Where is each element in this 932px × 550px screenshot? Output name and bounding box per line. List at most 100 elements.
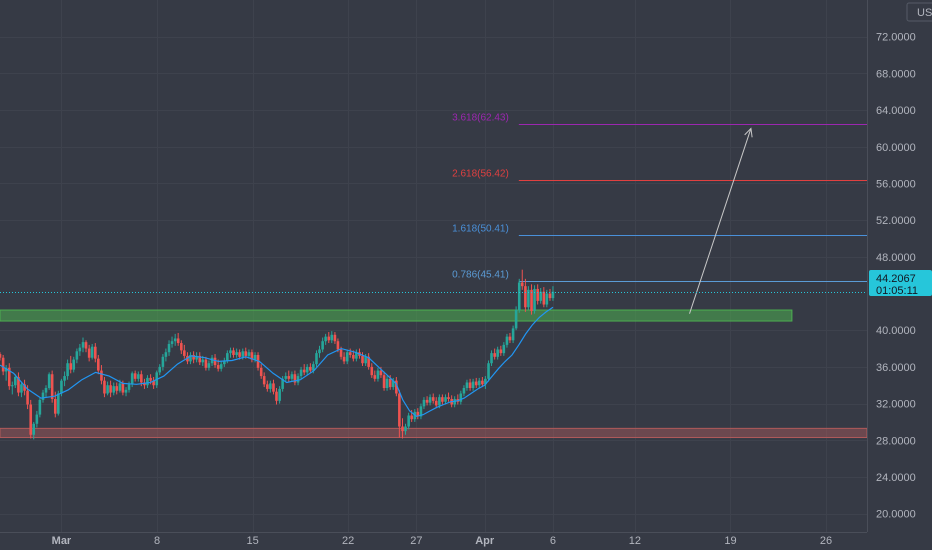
candle [13, 376, 17, 386]
time-axis-tick-label: 26 [820, 535, 832, 547]
candle [146, 377, 149, 386]
candle [318, 349, 321, 354]
candle [514, 310, 518, 329]
price-axis-tick-label: 40.0000 [876, 325, 916, 337]
time-axis-tick-label: 6 [550, 535, 556, 547]
candle [471, 381, 475, 388]
candle [302, 369, 306, 373]
candle [90, 346, 94, 358]
price-axis-tick-label: 48.0000 [876, 252, 916, 264]
candle [434, 400, 438, 406]
candle [167, 343, 171, 353]
candle [47, 374, 51, 388]
candle [299, 369, 303, 377]
candle [118, 383, 122, 391]
candle [361, 355, 364, 364]
candle [388, 378, 392, 388]
candle [290, 374, 294, 379]
candle [348, 352, 352, 355]
candle [539, 291, 542, 301]
candle [410, 415, 413, 420]
candle [493, 353, 496, 357]
candle [100, 370, 103, 381]
moving-average-line [0, 306, 554, 418]
candle [266, 384, 269, 389]
candle [355, 352, 358, 359]
currency-label-box[interactable]: USD [906, 2, 932, 22]
candle [164, 352, 168, 357]
candle [4, 367, 8, 372]
candle [109, 385, 112, 393]
candle [140, 374, 143, 383]
projection-arrow-layer [689, 127, 753, 314]
candle [496, 349, 499, 357]
time-axis-tick-label: 22 [342, 535, 354, 547]
price-axis[interactable]: 20.0000 24.0000 28.0000 32.0000 36.0000 40.00… [876, 32, 916, 521]
moving-average-layer [0, 306, 554, 418]
candle [133, 373, 137, 379]
candle [176, 338, 180, 344]
candle [137, 374, 140, 379]
candle [281, 378, 284, 389]
candle [548, 293, 552, 299]
candle [244, 351, 248, 356]
candle [474, 381, 478, 386]
candle [0, 354, 2, 358]
candle [29, 404, 33, 435]
candle [545, 293, 549, 305]
candle [373, 375, 377, 379]
candle [189, 354, 192, 362]
candle [124, 389, 128, 393]
candle [370, 366, 374, 376]
price-axis-tick-label: 72.0000 [876, 32, 916, 44]
candle [364, 356, 367, 364]
candle [183, 350, 186, 356]
candle [287, 376, 291, 379]
candle [517, 282, 521, 311]
candle [533, 288, 536, 311]
candle [112, 386, 116, 393]
time-axis-tick-label: 15 [246, 535, 258, 547]
candle [309, 366, 312, 371]
candle [69, 363, 73, 370]
candle [441, 397, 444, 402]
candle [44, 387, 48, 393]
time-axis[interactable]: Mar 8 15 22 27 Apr 6 12 19 26 [52, 535, 833, 547]
candle [259, 367, 263, 377]
candle [305, 366, 309, 373]
candle [477, 380, 481, 386]
candle [213, 357, 217, 366]
candle [484, 378, 487, 385]
candle [216, 365, 220, 369]
projection-arrow-head [744, 127, 753, 138]
candle [459, 393, 463, 402]
price-axis-tick-label: 20.0000 [876, 509, 916, 521]
candle [327, 336, 331, 341]
candle [23, 384, 26, 391]
candle [149, 377, 152, 381]
candle [499, 349, 503, 354]
candle [352, 354, 355, 359]
support-zone-lower [0, 427, 868, 439]
candle [7, 367, 11, 387]
candle [345, 352, 349, 362]
candle [84, 342, 88, 349]
candle [103, 380, 106, 394]
candle [66, 363, 69, 377]
candle [536, 288, 539, 301]
time-axis-tick-label: 12 [629, 535, 641, 547]
projection-arrow [689, 128, 752, 314]
candle [235, 352, 238, 355]
candle [158, 366, 162, 373]
fib-level-label: 1.618(50.41) [452, 224, 509, 235]
candle [438, 397, 441, 406]
candle [106, 385, 109, 394]
candle [278, 388, 281, 401]
candle [284, 376, 288, 379]
candle [342, 356, 346, 362]
candle [232, 350, 235, 355]
candle [38, 399, 42, 415]
fib-level-label: 2.618(56.42) [452, 169, 509, 180]
